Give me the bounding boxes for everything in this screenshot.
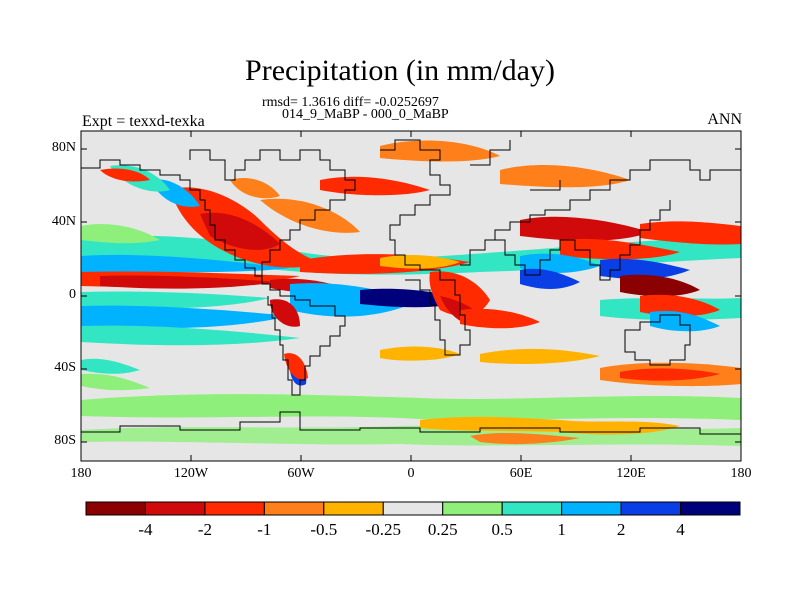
colorbar-box (680, 501, 741, 516)
y-tick-label: 80S (54, 433, 76, 448)
coastlines (81, 139, 741, 435)
experiment-label: Expt = texxd-texka (82, 113, 205, 130)
bering-red (100, 168, 150, 182)
rmsd-diff-line: rmsd= 1.3616 diff= -0.0252697 (262, 95, 439, 110)
s-australia-red (620, 368, 720, 381)
east-africa-red (460, 308, 540, 329)
y-tick-label: 80N (51, 140, 76, 155)
x-tick-label: 180 (70, 466, 92, 481)
y-tick-label: 40S (54, 360, 76, 375)
colorbar-box (263, 501, 325, 516)
n-atlantic-orange (260, 198, 360, 233)
sw-pacific-green (81, 373, 150, 391)
sahel-yellow (380, 255, 460, 269)
se-asia-blue (600, 258, 690, 280)
canada-orange (230, 177, 280, 199)
colorbar-box (323, 501, 384, 516)
indian-deep-blue (520, 268, 580, 289)
colorbar-label: -1 (257, 520, 272, 539)
south-pacific-blue (81, 305, 290, 329)
south-america-deep-red (270, 299, 300, 327)
colorbar-box (561, 501, 622, 516)
colorbar-box (620, 501, 682, 516)
nw-pacific-red (640, 221, 741, 245)
s-atlantic-yellow (380, 346, 460, 361)
season-label: ANN (707, 111, 742, 128)
colorbar-box (85, 501, 146, 516)
colorbar (85, 501, 741, 516)
x-tick-label: 60E (509, 466, 533, 481)
colorbar-box (501, 501, 563, 516)
colorbar-label: 1 (557, 520, 566, 539)
south-pacific-teal (81, 325, 300, 346)
x-tick-label: 60W (287, 466, 315, 481)
new-guinea-red (640, 294, 720, 317)
equator-teal (81, 291, 270, 309)
maritime-dark-red (620, 274, 700, 297)
colorbar-label: 2 (616, 520, 626, 539)
n-atlantic-red (320, 176, 430, 196)
colorbar-label: 4 (676, 520, 685, 539)
siberia-orange (500, 165, 630, 188)
x-tick-label: 0 (407, 466, 415, 481)
x-tick-label: 180 (730, 466, 752, 481)
plot-title: Precipitation (in mm/day) (245, 54, 555, 87)
colorbar-box (442, 501, 503, 516)
colorbar-box (144, 501, 206, 516)
southern-band-yellow (420, 416, 680, 435)
n-america-deep-red (200, 212, 280, 250)
x-tick-label: 120W (173, 466, 209, 481)
southern-band-green (81, 394, 741, 420)
australia-north-blue (650, 310, 720, 332)
map-frame (80, 130, 742, 462)
colorbar-label: -0.5 (310, 520, 338, 539)
colorbar-box (382, 501, 444, 516)
y-tick-label: 40N (51, 214, 76, 229)
colorbar-label: -4 (138, 520, 153, 539)
s-indian-yellow (480, 348, 600, 364)
patagonia-red (284, 353, 308, 380)
itcz-deep-red (100, 275, 280, 289)
colorbar-label: -0.25 (365, 520, 401, 539)
x-tick-label: 120E (616, 466, 646, 481)
colorbar-label: 0.25 (427, 520, 458, 539)
precipitation-field (81, 131, 741, 461)
north-pacific-blue (81, 254, 290, 273)
y-tick-label: 0 (69, 287, 76, 302)
southern-band-orange (470, 432, 580, 445)
colorbar-label: 0.5 (491, 520, 513, 539)
period-line: 014_9_MaBP - 000_0_MaBP (282, 107, 449, 122)
colorbar-label: -2 (197, 520, 212, 539)
sw-pacific-teal (81, 358, 140, 374)
asia-deep-red (520, 216, 650, 241)
colorbar-box (204, 501, 265, 516)
ne-pacific-green (81, 223, 160, 244)
amazon-blue (290, 283, 420, 317)
